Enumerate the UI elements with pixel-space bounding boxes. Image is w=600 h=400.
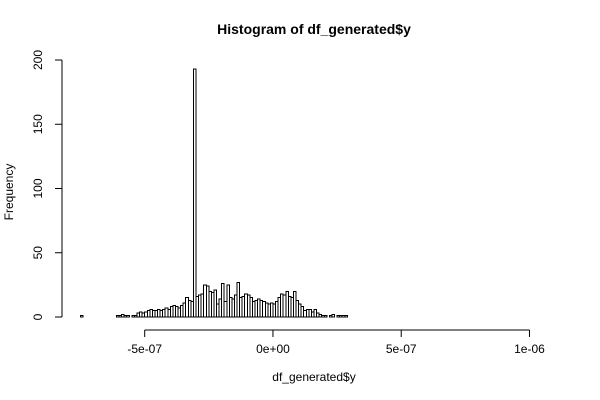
x-tick-label: 1e-06 (514, 342, 545, 356)
histogram-bar (192, 68, 197, 318)
x-tick-label: 5e-07 (386, 342, 417, 356)
histogram-bar (323, 315, 328, 318)
y-tick-label: 200 (31, 50, 45, 70)
y-tick-label: 50 (31, 246, 45, 260)
histogram-bar (331, 313, 336, 318)
x-axis-label: df_generated$y (272, 370, 355, 384)
histogram-bar (221, 283, 225, 318)
y-tick-label: 100 (31, 178, 45, 198)
y-axis-label: Frequency (2, 164, 16, 221)
histogram-bar (80, 315, 84, 318)
histogram-bar (344, 315, 348, 318)
y-axis: 0 50 100 150 200 (31, 50, 63, 320)
bars-group (80, 68, 348, 318)
y-tick-label: 150 (31, 114, 45, 134)
x-tick-label: 0e+00 (256, 342, 290, 356)
y-tick-label: 0 (31, 313, 45, 320)
x-axis: -5e-07 0e+00 5e-07 1e-06 (127, 329, 545, 356)
histogram-bar (213, 289, 218, 318)
chart-title: Histogram of df_generated$y (217, 21, 411, 37)
x-tick-label: -5e-07 (127, 342, 162, 356)
histogram-bar (126, 315, 130, 318)
